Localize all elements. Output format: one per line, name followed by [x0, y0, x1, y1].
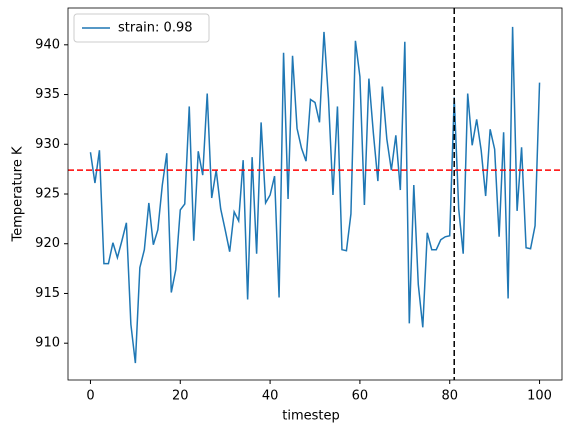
plot-frame	[67, 7, 563, 381]
x-tick-label: 20	[172, 389, 189, 404]
x-tick-label: 40	[262, 389, 279, 404]
y-tick-label: 930	[35, 137, 60, 152]
y-tick-label: 915	[35, 286, 60, 301]
x-tick-label: 60	[352, 389, 369, 404]
data-line	[89, 26, 541, 364]
x-axis-label: timestep	[282, 409, 340, 424]
y-tick-label: 925	[35, 187, 60, 202]
x-tick-label: 80	[441, 389, 458, 404]
y-tick-label: 910	[35, 336, 60, 351]
y-tick-label: 940	[35, 37, 60, 52]
y-axis-label: Temperature K	[11, 146, 26, 242]
x-tick-label: 100	[527, 389, 552, 404]
legend-label: strain: 0.98	[118, 21, 193, 36]
y-tick-label: 935	[35, 87, 60, 102]
y-tick-label: 920	[35, 236, 60, 251]
legend-box	[73, 13, 210, 43]
x-tick-label: 0	[86, 389, 94, 404]
